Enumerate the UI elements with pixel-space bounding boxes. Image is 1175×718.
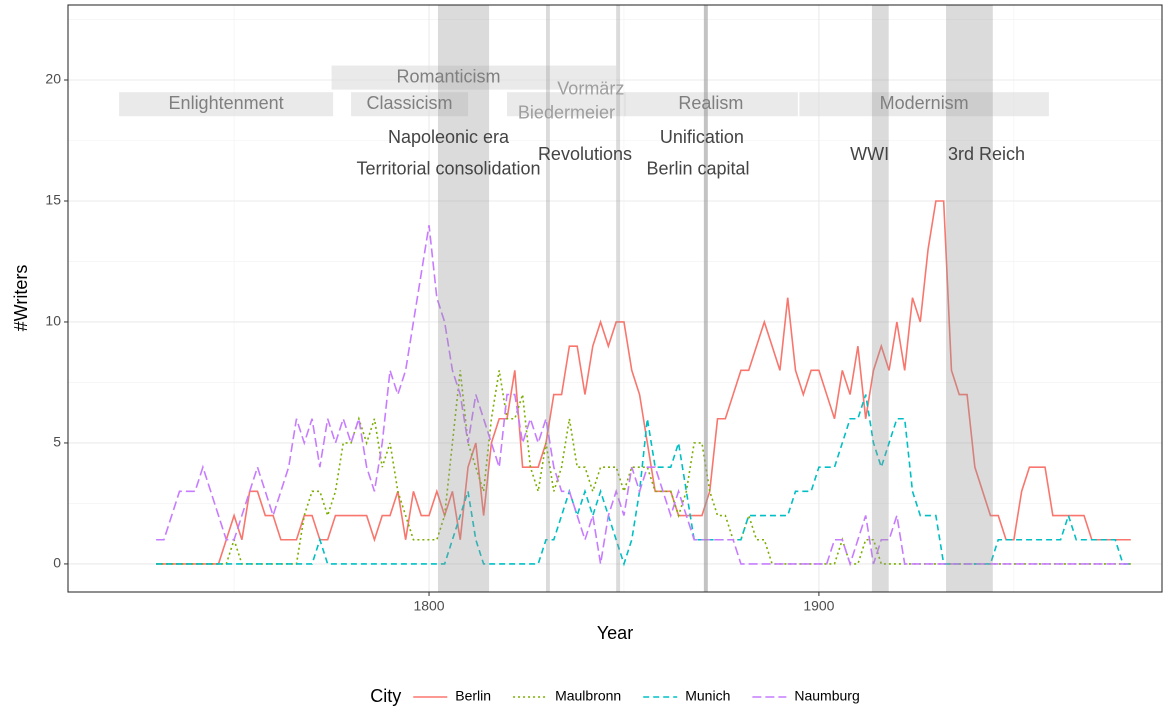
event-band: [703, 5, 708, 592]
era-box: [119, 92, 334, 117]
legend-label: Munich: [685, 688, 730, 704]
legend-title: City: [370, 686, 401, 706]
event-label: 3rd Reich: [948, 144, 1025, 164]
era-label: Modernism: [880, 93, 969, 113]
era-label: Romanticism: [397, 66, 501, 86]
event-label: Unification: [660, 127, 744, 147]
event-band: [871, 5, 889, 592]
y-tick-label: 5: [53, 434, 61, 450]
event-label: Territorial consolidation: [356, 158, 540, 178]
y-tick-label: 10: [45, 313, 61, 329]
event-band: [437, 5, 490, 592]
event-label: Revolutions: [538, 144, 632, 164]
y-axis-title: #Writers: [11, 265, 31, 332]
y-tick-label: 0: [53, 555, 61, 571]
y-tick-label: 15: [45, 192, 61, 208]
era-label: Biedermeier: [518, 103, 615, 123]
x-tick-label: 1800: [413, 598, 444, 614]
series-line: [156, 200, 1131, 565]
event-label: WWI: [850, 144, 889, 164]
event-band: [946, 5, 993, 592]
era-label: Enlightenment: [169, 93, 284, 113]
panel-border: [67, 4, 1163, 593]
event-band: [616, 5, 621, 592]
legend-label: Naumburg: [794, 688, 859, 704]
legend: City Berlin Maulbronn Munich Naumburg: [370, 686, 859, 706]
x-axis-title: Year: [597, 623, 633, 643]
era-box: [331, 65, 566, 90]
event-label: Napoleonic era: [388, 127, 510, 147]
legend-label: Berlin: [455, 688, 491, 704]
series-line: [156, 225, 1131, 567]
era-box: [565, 65, 617, 90]
series-line: [156, 370, 1131, 565]
era-box: [351, 92, 469, 117]
x-tick-label: 1900: [803, 598, 834, 614]
legend-label: Maulbronn: [555, 688, 621, 704]
era-box: [507, 92, 626, 117]
era-label: Vormärz: [557, 78, 624, 98]
era-box: [623, 92, 798, 117]
era-label: Realism: [678, 93, 743, 113]
event-label: Berlin capital: [647, 158, 750, 178]
event-band: [703, 5, 708, 592]
y-tick-label: 20: [45, 71, 61, 87]
era-box: [799, 92, 1049, 117]
event-band: [545, 5, 550, 592]
era-label: Classicism: [367, 93, 453, 113]
